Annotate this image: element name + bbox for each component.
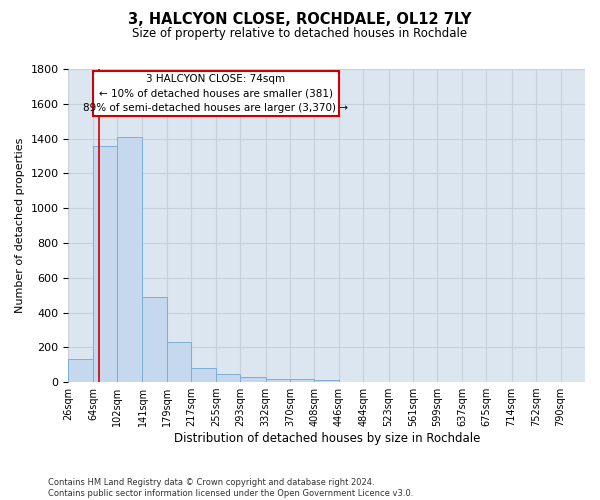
Bar (290, 378, 314, 382)
Text: 3 HALCYON CLOSE: 74sqm
← 10% of detached houses are smaller (381)
89% of semi-de: 3 HALCYON CLOSE: 74sqm ← 10% of detached… (83, 74, 349, 113)
Text: Size of property relative to detached houses in Rochdale: Size of property relative to detached ho… (133, 28, 467, 40)
Text: 3, HALCYON CLOSE, ROCHDALE, OL12 7LY: 3, HALCYON CLOSE, ROCHDALE, OL12 7LY (128, 12, 472, 28)
Bar (68, 358, 93, 382)
Bar (118, 137, 142, 382)
Bar (266, 380, 290, 382)
Y-axis label: Number of detached properties: Number of detached properties (15, 138, 25, 313)
Bar (191, 368, 216, 382)
X-axis label: Distribution of detached houses by size in Rochdale: Distribution of detached houses by size … (173, 432, 480, 445)
Bar (93, 70, 339, 116)
Bar (93, 146, 118, 382)
Bar (314, 380, 339, 382)
Text: Contains HM Land Registry data © Crown copyright and database right 2024.
Contai: Contains HM Land Registry data © Crown c… (48, 478, 413, 498)
Bar (216, 374, 241, 382)
Bar (142, 297, 167, 382)
Bar (167, 342, 191, 382)
Bar (241, 378, 266, 382)
